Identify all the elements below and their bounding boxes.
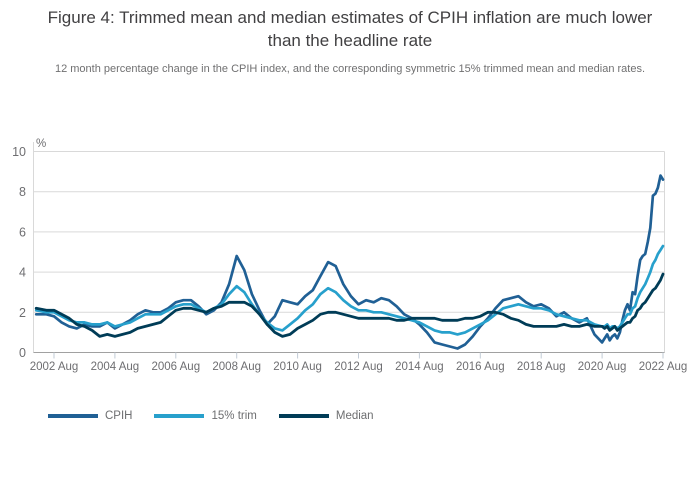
y-axis-unit-label: % [36, 138, 46, 150]
legend-swatch-median [278, 414, 329, 418]
x-tick-label: 2006 Aug [151, 361, 200, 373]
x-tick-label: 2018 Aug [517, 361, 566, 373]
x-tick-label: 2008 Aug [212, 361, 261, 373]
legend-item-median[interactable]: Median [278, 410, 374, 422]
legend-swatch-15-trim [154, 414, 205, 418]
x-tick-label: 2002 Aug [30, 361, 79, 373]
x-tick-label: 2012 Aug [334, 361, 383, 373]
legend-label-median: Median [335, 410, 374, 422]
y-tick-label-2: 2 [19, 306, 26, 320]
legend-label-cpih: CPIH [105, 410, 133, 422]
y-tick-label-4: 4 [19, 266, 26, 280]
series-line-median [34, 272, 665, 338]
y-tick-label-0: 0 [19, 346, 26, 360]
x-tick-label: 2016 Aug [456, 361, 505, 373]
legend-swatch-cpih [48, 414, 98, 418]
figure-title: Figure 4: Trimmed mean and median estima… [47, 8, 653, 50]
x-tick-label: 2020 Aug [578, 361, 627, 373]
series-line-15-trim [34, 244, 665, 336]
y-tick-label-10: 10 [12, 145, 26, 159]
legend-item-cpih[interactable]: CPIH [48, 410, 132, 422]
x-tick-label: 2022 Aug [639, 361, 688, 373]
x-tick-label: 2014 Aug [395, 361, 444, 373]
x-tick-label: 2004 Aug [91, 361, 140, 373]
y-tick-label-8: 8 [19, 185, 26, 199]
y-tick-label-6: 6 [19, 225, 26, 239]
legend-label-15-trim: 15% trim [211, 410, 257, 422]
figure-subtitle: 12 month percentage change in the CPIH i… [54, 63, 646, 76]
x-tick-label: 2010 Aug [273, 361, 322, 373]
title-block: Figure 4: Trimmed mean and median estima… [30, 7, 670, 78]
legend-item-15-trim[interactable]: 15% trim [154, 410, 257, 422]
chart-legend: CPIH 15% trim Median [48, 410, 374, 422]
